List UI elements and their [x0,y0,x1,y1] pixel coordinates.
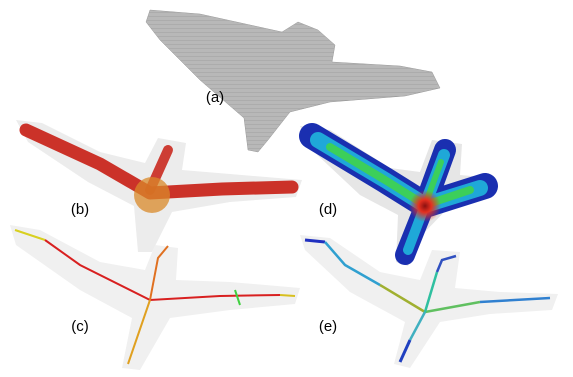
panel-label: (c) [71,318,89,335]
skeleton [280,295,295,296]
page: {"panels": [{"label": "(a)"}, {"label": … [0,0,573,377]
panel-label: (b) [71,201,89,218]
voxel-shape [146,10,440,152]
skeleton [305,240,325,242]
figure: (a) (b) (d) (c) [0,0,573,377]
heat-peak [409,190,441,222]
panel-label: (e) [319,318,337,335]
panel-c: (c) [10,225,300,370]
panel-e: (e) [300,235,558,368]
panel-a: (a) [146,10,440,152]
density-peak [134,177,170,213]
panel-label: (d) [319,201,337,218]
panel-label: (a) [206,89,224,106]
